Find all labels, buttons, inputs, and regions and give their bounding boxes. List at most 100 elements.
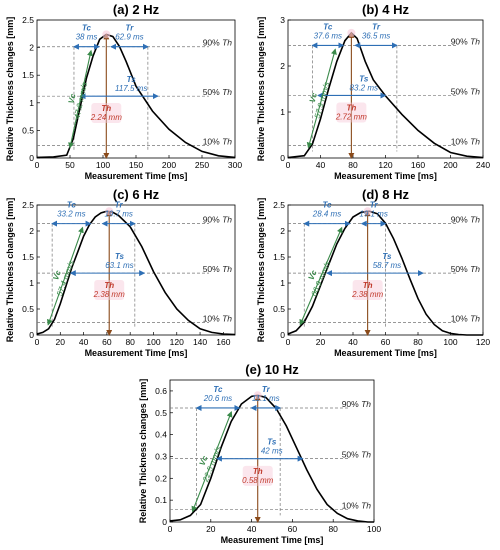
level-percent: 50% (451, 264, 470, 274)
tr-label-value: 19.7 ms (104, 210, 132, 219)
y-tick-label: 1 (29, 278, 34, 288)
level-label: 50% Th (203, 87, 233, 97)
vc-arrow (191, 411, 233, 513)
x-tick-label: 60 (381, 337, 391, 347)
ts-label: Ts 83.2 ms (350, 74, 378, 92)
level-label: 10% Th (342, 500, 372, 510)
tr-label-value: 36.5 ms (362, 31, 390, 40)
x-tick-label: 100 (443, 337, 457, 347)
y-tick-label: 0.2 (155, 473, 167, 483)
th-label-symbol: Th (101, 104, 111, 113)
level-label: 10% Th (203, 137, 233, 147)
y-tick-label: 0 (280, 330, 285, 340)
panel-title: (a) 2 Hz (113, 2, 160, 17)
tc-label-symbol: Tc (322, 201, 332, 210)
panel-3: (c) 6 Hz 0 20 40 60 80 100 120 140 160 0 0.5 1 1.5 2 2.… (5, 187, 236, 358)
x-axis-label: Measurement Time [ms] (221, 535, 324, 545)
level-percent: 50% (203, 87, 222, 97)
y-tick-label: 0.3 (155, 451, 167, 461)
y-tick-label: 2.5 (273, 200, 285, 210)
x-tick-label: 100 (367, 524, 381, 534)
level-symbol: Th (222, 87, 232, 97)
ts-label-symbol: Ts (115, 252, 125, 261)
tr-label: Tr 62.9 ms (115, 24, 143, 42)
x-tick-label: 300 (228, 160, 242, 170)
tr-label-value: 19.1 ms (359, 210, 387, 219)
peak-highlight (363, 207, 372, 216)
th-highlight (336, 102, 367, 123)
y-tick-label: 1.5 (22, 70, 34, 80)
ts-label: Ts 117.5 ms (115, 75, 147, 93)
x-tick-label: 80 (328, 524, 338, 534)
level-percent: 90% (451, 36, 470, 46)
x-tick-label: 0 (286, 160, 291, 170)
tr-label-value: 11.1 ms (252, 394, 280, 403)
tr-label: Tr 11.1 ms (252, 385, 280, 403)
y-axis-label: Relative Thickness changes [mm] (256, 17, 266, 162)
y-tick-label: 1 (29, 98, 34, 108)
panel-2: (b) 4 Hz 0 40 80 120 160 200 240 0 1 2 3 Measurement… (256, 2, 490, 181)
x-tick-label: 40 (316, 160, 326, 170)
x-tick-label: 50 (65, 160, 75, 170)
y-tick-label: 0 (29, 153, 34, 163)
th-highlight (91, 103, 122, 124)
level-percent: 10% (342, 500, 361, 510)
plot-frame (36, 204, 236, 336)
x-tick-label: 120 (170, 337, 184, 347)
y-tick-label: 3 (280, 15, 285, 25)
x-tick-label: 240 (476, 160, 490, 170)
level-symbol: Th (470, 215, 480, 225)
tc-label: Tc 38 ms (76, 24, 98, 42)
tr-label: Tr 36.5 ms (362, 22, 390, 40)
x-tick-label: 20 (316, 337, 326, 347)
th-label-symbol: Th (104, 281, 114, 290)
x-tick-label: 0 (286, 337, 291, 347)
panel-title: (b) 4 Hz (362, 2, 409, 17)
vc-arrow (46, 226, 84, 326)
ts-label-value: 63.1 ms (105, 261, 133, 270)
level-symbol: Th (222, 215, 232, 225)
peak-highlight (347, 28, 356, 37)
y-tick-label: 2 (280, 226, 285, 236)
panel-4: (d) 8 Hz 0 20 40 60 80 100 120 0 0.5 1 1.5 2 2.5 Measu… (256, 187, 490, 358)
y-tick-label: 0.5 (273, 304, 285, 314)
tc-label-value: 38 ms (76, 33, 98, 42)
level-percent: 90% (342, 399, 361, 409)
panel-title: (d) 8 Hz (362, 187, 409, 202)
vc-label: Vc66.9 mm/s (301, 256, 332, 297)
vc-label-symbol: Vc (307, 268, 319, 281)
x-tick-label: 0 (35, 160, 40, 170)
y-tick-label: 2.5 (22, 200, 34, 210)
level-label: 90% Th (342, 399, 372, 409)
vc-label-symbol: Vc (51, 269, 63, 282)
th-label-symbol: Th (253, 467, 263, 476)
vc-label-symbol: Vc (67, 92, 78, 104)
level-symbol: Th (222, 137, 232, 147)
tc-label: Tc 37.6 ms (314, 22, 342, 40)
tc-label: Tc 28.4 ms (312, 201, 341, 219)
x-tick-label: 120 (378, 160, 392, 170)
x-tick-label: 200 (443, 160, 457, 170)
vc-label: Vc57.9 mm/s (304, 79, 331, 120)
level-percent: 50% (342, 450, 361, 460)
x-tick-label: 0 (35, 337, 40, 347)
vc-arrow (299, 226, 343, 326)
tr-label: Tr 19.7 ms (104, 201, 132, 219)
y-tick-label: 0 (280, 153, 285, 163)
peak-highlight (102, 30, 111, 39)
y-tick-label: 2 (29, 43, 34, 53)
ts-label-value: 58.7 ms (373, 261, 401, 270)
y-tick-label: 2.5 (22, 15, 34, 25)
vc-arrow (68, 49, 93, 149)
x-axis-label: Measurement Time [ms] (334, 348, 437, 358)
level-symbol: Th (470, 136, 480, 146)
ts-label-symbol: Ts (382, 252, 392, 261)
tr-label-symbol: Tr (370, 201, 379, 210)
peak-highlight (105, 207, 114, 216)
level-label: 50% Th (342, 450, 372, 460)
x-tick-label: 0 (168, 524, 173, 534)
x-tick-label: 250 (195, 160, 209, 170)
tc-label-value: 37.6 ms (314, 31, 342, 40)
x-tick-label: 80 (348, 160, 358, 170)
